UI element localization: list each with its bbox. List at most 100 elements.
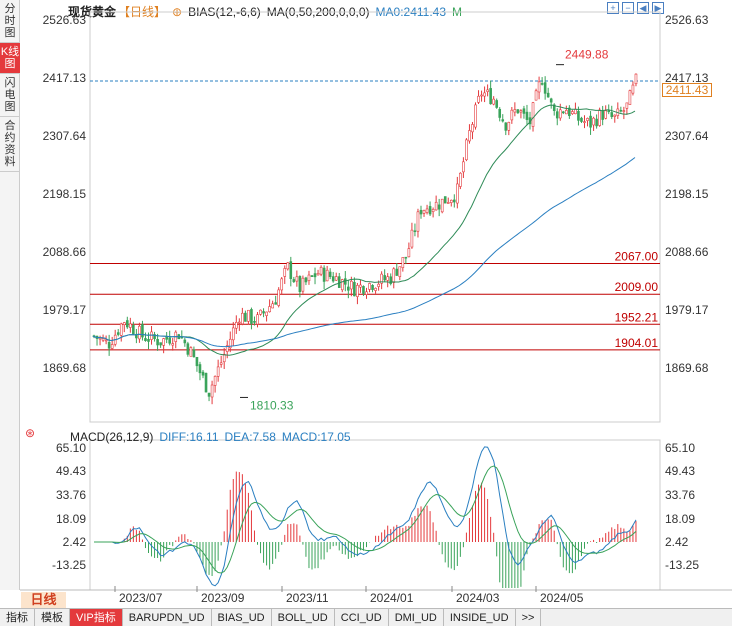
candle-body xyxy=(316,273,320,276)
candle-body xyxy=(398,266,402,277)
candle-body xyxy=(241,312,244,325)
candle-body xyxy=(413,230,417,233)
macd-title[interactable]: MACD(26,12,9) xyxy=(70,430,154,444)
tab-inside[interactable]: INSIDE_UD xyxy=(444,609,516,626)
candle-body xyxy=(371,285,374,290)
candle-body xyxy=(280,278,284,291)
tab-bias[interactable]: BIAS_UD xyxy=(212,609,272,626)
candle-body xyxy=(604,110,607,119)
candle-body xyxy=(598,109,601,126)
tab-vip-indicator[interactable]: VIP指标 xyxy=(70,609,123,626)
candle-body xyxy=(171,343,175,346)
candle-body xyxy=(468,130,471,142)
candle-body xyxy=(283,268,287,277)
candle-body xyxy=(474,104,477,128)
candle-body xyxy=(132,325,135,335)
tab-more[interactable]: >> xyxy=(516,609,542,626)
macd-axis-label-left: 2.42 xyxy=(63,535,87,549)
chart-toolbar: + − ◀ ▶ xyxy=(607,2,664,14)
date-axis-label: 2024/03 xyxy=(456,591,500,605)
candle-body xyxy=(347,286,350,291)
price-axis-label-right: 2088.66 xyxy=(665,245,709,259)
candle-body xyxy=(362,286,365,294)
candle-body xyxy=(238,321,241,324)
candle-body xyxy=(256,314,259,325)
candle-body xyxy=(446,202,450,204)
candle-body xyxy=(628,90,632,105)
candle-body xyxy=(392,268,396,283)
candle-body xyxy=(404,256,408,259)
candle-body xyxy=(204,372,208,393)
tab-indicator[interactable]: 指标 xyxy=(0,609,35,626)
macd-axis-label-right: -13.25 xyxy=(665,558,699,572)
macd-axis-label-right: 18.09 xyxy=(665,512,695,526)
tab-timeshare[interactable]: 分时图 xyxy=(0,0,20,43)
move-left-icon[interactable]: ◀ xyxy=(637,2,649,14)
low-annotation: 1810.33 xyxy=(250,398,294,412)
candle-body xyxy=(422,210,426,214)
candle-body xyxy=(119,323,123,336)
candle-body xyxy=(353,281,356,297)
tab-contract-info[interactable]: 合约资料 xyxy=(0,117,20,172)
candle-body xyxy=(380,273,383,284)
sidebar: 分时图 K线图 闪电图 合约资料 xyxy=(0,0,20,590)
candle-body xyxy=(465,139,468,161)
high-annotation: 2449.88 xyxy=(565,48,609,62)
candle-body xyxy=(110,344,114,349)
candle-body xyxy=(201,371,205,376)
candle-body xyxy=(507,122,511,131)
candle-body xyxy=(580,117,583,122)
candle-body xyxy=(301,277,305,292)
tab-cci[interactable]: CCI_UD xyxy=(335,609,389,626)
candle-body xyxy=(292,279,296,283)
candle-body xyxy=(634,73,638,85)
candle-body xyxy=(277,289,280,306)
zoom-out-icon[interactable]: − xyxy=(622,2,634,14)
zoom-in-icon[interactable]: + xyxy=(607,2,619,14)
candle-body xyxy=(589,115,592,128)
candle-body xyxy=(189,347,193,357)
macd-axis-label-left: 18.09 xyxy=(56,512,86,526)
tab-flash-chart[interactable]: 闪电图 xyxy=(0,74,20,117)
candle-body xyxy=(222,353,226,363)
candle-body xyxy=(537,81,541,93)
candle-body xyxy=(359,284,362,288)
candle-body xyxy=(374,287,377,291)
candle-body xyxy=(377,283,380,287)
macd-axis-label-left: -13.25 xyxy=(52,558,86,572)
candle-body xyxy=(534,90,538,101)
tab-dmi[interactable]: DMI_UD xyxy=(389,609,444,626)
date-axis-label: 2024/01 xyxy=(370,591,414,605)
candle-body xyxy=(495,100,498,108)
tab-barupdn[interactable]: BARUPDN_UD xyxy=(123,609,212,626)
candle-body xyxy=(601,110,604,120)
candle-body xyxy=(456,183,459,204)
macd-diff: DIFF:16.11 xyxy=(159,430,219,444)
candle-body xyxy=(443,196,447,204)
candle-body xyxy=(525,111,529,120)
candle-body xyxy=(462,161,465,173)
tab-boll[interactable]: BOLL_UD xyxy=(272,609,335,626)
move-right-icon[interactable]: ▶ xyxy=(652,2,664,14)
candle-body xyxy=(107,342,111,349)
candle-body xyxy=(480,94,483,97)
kline-chart[interactable]: 2526.63 2526.63 2417.13 2417.13 2307.64 2307.… xyxy=(0,0,732,610)
support-level-label: 2067.00 xyxy=(615,249,659,263)
candle-body xyxy=(210,384,214,398)
candle-body xyxy=(437,204,441,210)
candle-body xyxy=(192,349,196,358)
period-button[interactable]: 日线 xyxy=(21,592,66,608)
candle-body xyxy=(219,362,223,365)
tab-template[interactable]: 模板 xyxy=(35,609,70,626)
macd-settings-icon: ⊛ xyxy=(25,426,35,440)
price-axis-label-left: 2307.64 xyxy=(43,129,87,143)
candle-body xyxy=(619,109,623,112)
candle-body xyxy=(586,118,589,121)
candle-body xyxy=(489,88,492,105)
candle-body xyxy=(568,107,571,117)
current-price-tag: 2411.43 xyxy=(662,83,712,97)
candle-body xyxy=(386,276,389,281)
tab-kline[interactable]: K线图 xyxy=(0,43,20,74)
candle-body xyxy=(595,118,598,127)
price-axis-label-right: 2417.13 xyxy=(665,71,709,85)
